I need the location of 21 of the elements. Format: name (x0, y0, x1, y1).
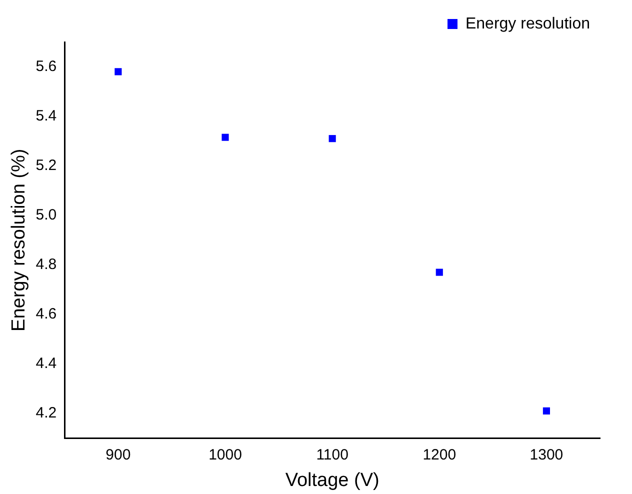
x-tick-label: 1300 (530, 446, 564, 464)
y-axis-title: Energy resolution (%) (8, 148, 30, 332)
x-tick-label: 1100 (316, 446, 348, 464)
point (436, 268, 443, 276)
y-tick-label: 4.8 (36, 256, 57, 274)
point (328, 135, 336, 142)
y-tick-label: 5.6 (36, 58, 57, 75)
legend-label: Energy resolution (465, 15, 590, 32)
y-tick-label: 5.0 (36, 206, 57, 224)
x-tick-label: 1200 (422, 446, 456, 464)
y-tick-label: 4.2 (36, 404, 57, 422)
point (114, 68, 122, 76)
x-tick-label: 1000 (208, 446, 242, 464)
y-tick-label: 5.2 (36, 156, 57, 174)
y-tick-label: 4.4 (36, 355, 57, 372)
point (222, 134, 229, 141)
x-axis-title: Voltage (V) (285, 470, 380, 491)
x-tick-label: 900 (106, 446, 131, 464)
point (542, 407, 550, 414)
y-tick-label: 5.4 (36, 107, 57, 124)
y-tick-label: 4.6 (36, 306, 57, 323)
